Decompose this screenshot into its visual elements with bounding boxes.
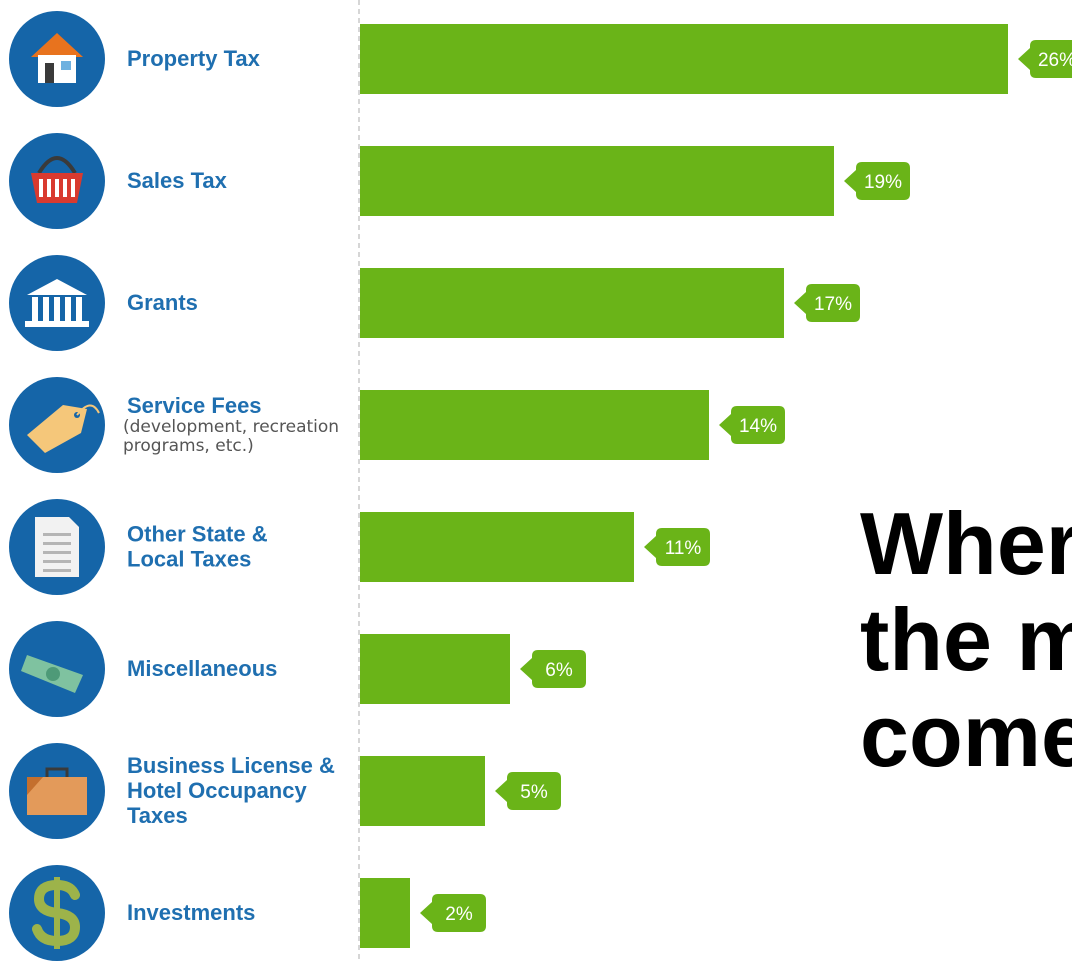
bar: [360, 24, 1008, 94]
bar: [360, 634, 510, 704]
category-sublabel: programs, etc.): [123, 436, 254, 456]
category-label: Sales Tax: [127, 168, 228, 193]
category-sublabel: (development, recreation: [123, 417, 339, 437]
value-badge: [1018, 40, 1072, 78]
value-badge: [794, 284, 860, 322]
price-tag-icon: [9, 377, 105, 473]
category-label: Other State &: [127, 522, 268, 547]
bar: [360, 512, 634, 582]
bar: [360, 268, 784, 338]
value-badge: [719, 406, 785, 444]
cash-bill-icon: [9, 621, 105, 717]
value-label: 26%: [1038, 50, 1072, 71]
headline-line-1: Wher: [860, 496, 1072, 593]
category-label: Property Tax: [127, 46, 261, 71]
value-badge: [520, 650, 586, 688]
dollar-sign-icon: [9, 865, 105, 961]
value-label: 17%: [814, 294, 852, 315]
category-label: Hotel Occupancy: [127, 778, 307, 803]
chart-row: Investments 2%: [9, 865, 486, 961]
chart-row: Sales Tax 19%: [9, 133, 910, 229]
value-label: 2%: [445, 904, 473, 925]
bar: [360, 146, 834, 216]
chart-row: Other State &Local Taxes 11%: [9, 499, 710, 595]
chart-row: Service Fees(development, recreationprog…: [9, 377, 785, 473]
shopping-basket-icon: [9, 133, 105, 229]
value-label: 11%: [665, 538, 702, 559]
value-label: 5%: [520, 782, 548, 803]
bar: [360, 390, 709, 460]
briefcase-icon: [9, 743, 105, 839]
value-badge: [495, 772, 561, 810]
category-label: Business License &: [127, 753, 335, 778]
chart-rows: Property Tax 26% Sales Tax 19% Grants 17% Serv…: [9, 11, 1072, 961]
house-icon: [9, 11, 105, 107]
bar: [360, 756, 485, 826]
category-label: Local Taxes: [127, 547, 251, 572]
value-label: 19%: [864, 172, 902, 193]
chart-row: Property Tax 26%: [9, 11, 1072, 107]
chart-row: Grants 17%: [9, 255, 860, 351]
category-label: Grants: [127, 290, 198, 315]
category-label: Service Fees: [127, 393, 262, 418]
category-label: Taxes: [127, 803, 188, 828]
headline-line-3: come: [860, 686, 1072, 784]
value-badge: [420, 894, 486, 932]
bar: [360, 878, 410, 948]
category-label: Miscellaneous: [127, 656, 277, 681]
headline-line-2: the m: [860, 590, 1072, 689]
chart-row: Miscellaneous 6%: [9, 621, 586, 717]
document-icon: [9, 499, 105, 595]
value-badge: [644, 528, 710, 566]
headline-text: Wher the m come: [860, 496, 1072, 784]
value-badge: [844, 162, 910, 200]
category-label: Investments: [127, 900, 255, 925]
value-label: 6%: [545, 660, 573, 681]
value-label: 14%: [739, 416, 777, 437]
government-building-icon: [9, 255, 105, 351]
